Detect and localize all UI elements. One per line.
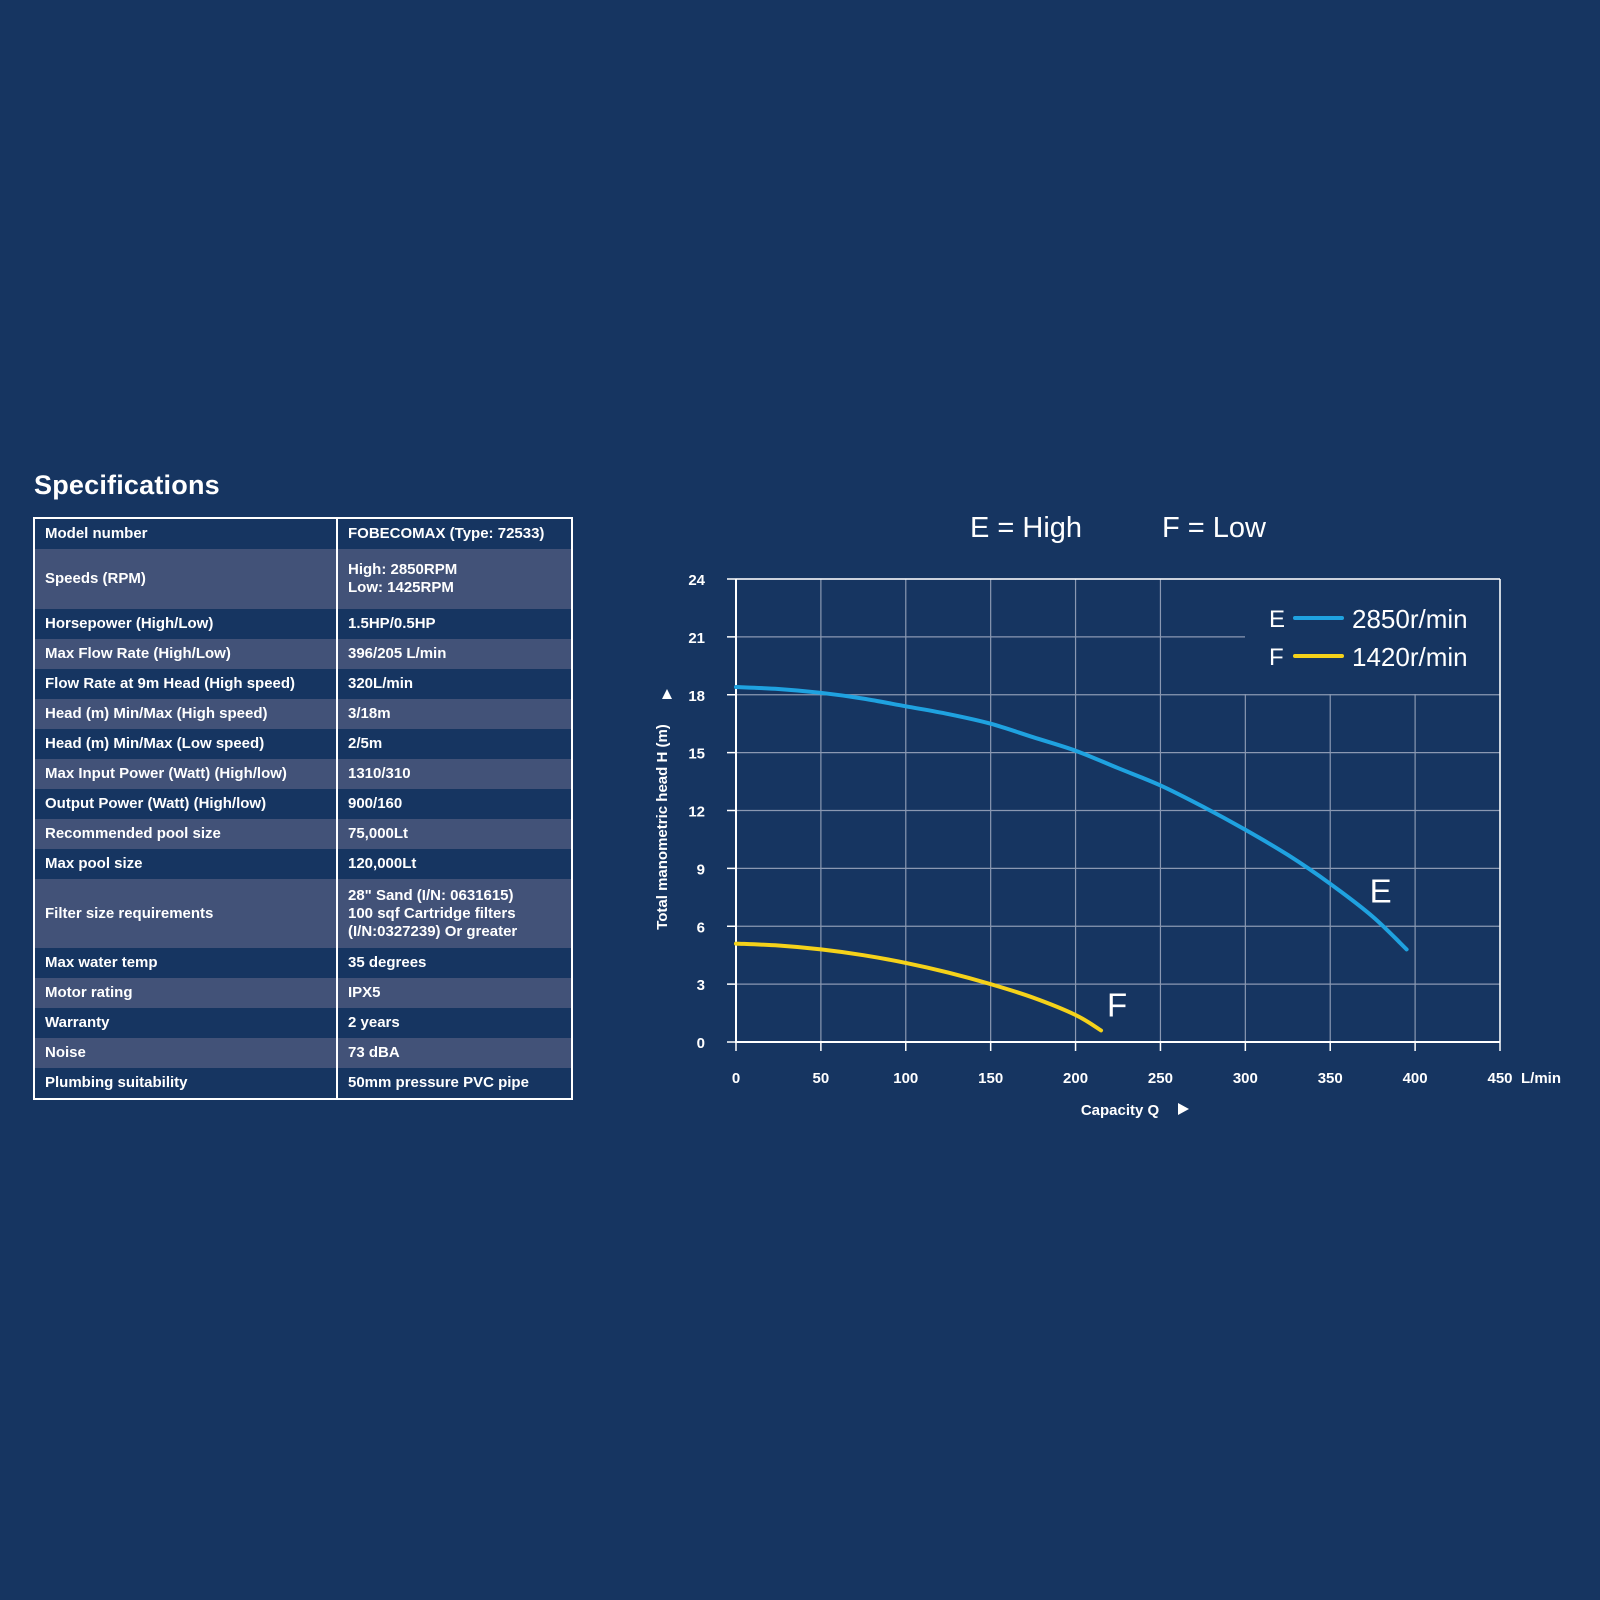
spec-value: 320L/min (337, 669, 573, 699)
spec-label: Max Flow Rate (High/Low) (34, 639, 338, 669)
spec-label: Warranty (34, 1008, 338, 1038)
spec-label: Head (m) Min/Max (High speed) (34, 699, 338, 729)
x-tick-label: 350 (1318, 1070, 1343, 1087)
y-tick-label: 9 (697, 861, 705, 878)
spec-row: Flow Rate at 9m Head (High speed) 320L/mi… (34, 669, 573, 699)
spec-label: Max Input Power (Watt) (High/low) (34, 759, 338, 789)
series-line-f (734, 941, 1104, 1033)
specifications-title: Specifications (34, 470, 220, 500)
legend-letter: E (1269, 606, 1285, 633)
x-tick-label: 100 (893, 1070, 918, 1087)
x-tick-label: 150 (978, 1070, 1003, 1087)
spec-row: Motor rating IPX5 (34, 978, 573, 1008)
spec-value: 120,000Lt (337, 849, 573, 879)
y-tick-label: 18 (688, 688, 705, 705)
spec-label: Max water temp (34, 948, 338, 978)
spec-value: 396/205 L/min (337, 639, 573, 669)
spec-value: 35 degrees (337, 948, 573, 978)
chart-legend: E 2850r/min F 1420r/min (1269, 604, 1468, 672)
spec-label: Max pool size (34, 849, 338, 879)
spec-row: Max pool size 120,000Lt (34, 849, 573, 879)
spec-row: Plumbing suitability 50mm pressure PVC pi… (34, 1068, 573, 1099)
x-tick-label: 400 (1403, 1070, 1428, 1087)
spec-value: 1310/310 (337, 759, 573, 789)
spec-row: Noise 73 dBA (34, 1038, 573, 1068)
specifications-table: Model number FOBECOMAX (Type: 72533) Speed… (33, 517, 573, 1100)
spec-label: Output Power (Watt) (High/low) (34, 789, 338, 819)
spec-label: Plumbing suitability (34, 1068, 338, 1099)
spec-value: IPX5 (337, 978, 573, 1008)
spec-value: 2/5m (337, 729, 573, 759)
spec-value: FOBECOMAX (Type: 72533) (337, 518, 573, 549)
y-tick-label: 21 (688, 630, 705, 647)
y-tick-label: 24 (688, 572, 705, 589)
legend-entry: 2850r/min (1352, 604, 1468, 634)
legend-letter: F (1269, 644, 1284, 671)
x-unit-label: L/min (1521, 1070, 1561, 1087)
spec-value: 3/18m (337, 699, 573, 729)
x-tick-label: 200 (1063, 1070, 1088, 1087)
spec-row: Head (m) Min/Max (Low speed) 2/5m (34, 729, 573, 759)
spec-value: 28" Sand (I/N: 0631615) 100 sqf Cartridg… (337, 879, 573, 948)
spec-value: 75,000Lt (337, 819, 573, 849)
spec-label: Motor rating (34, 978, 338, 1008)
spec-row: Model number FOBECOMAX (Type: 72533) (34, 518, 573, 549)
y-axis-label: Total manometric head H (m) (654, 724, 671, 930)
spec-value: 900/160 (337, 789, 573, 819)
chart-series: EF (734, 685, 1409, 1033)
spec-label: Filter size requirements (34, 879, 338, 948)
x-axis-label: Capacity Q (1081, 1102, 1160, 1119)
y-tick-label: 3 (697, 977, 705, 994)
spec-row: Max Flow Rate (High/Low) 396/205 L/min (34, 639, 573, 669)
y-axis-arrow-icon (662, 689, 672, 699)
spec-row: Head (m) Min/Max (High speed) 3/18m (34, 699, 573, 729)
heading-e-high: E = High (970, 512, 1082, 544)
y-tick-label: 0 (697, 1035, 705, 1052)
x-tick-label: 450 (1487, 1070, 1512, 1087)
spec-row: Horsepower (High/Low) 1.5HP/0.5HP (34, 609, 573, 639)
spec-value: 73 dBA (337, 1038, 573, 1068)
spec-label: Flow Rate at 9m Head (High speed) (34, 669, 338, 699)
series-line-e (734, 685, 1409, 952)
chart-grid (736, 578, 1501, 1042)
spec-row: Filter size requirements 28" Sand (I/N: 0… (34, 879, 573, 948)
spec-value: High: 2850RPM Low: 1425RPM (337, 549, 573, 609)
spec-label: Horsepower (High/Low) (34, 609, 338, 639)
spec-value: 50mm pressure PVC pipe (337, 1068, 573, 1099)
y-tick-label: 12 (688, 804, 705, 821)
spec-label: Speeds (RPM) (34, 549, 338, 609)
spec-row: Recommended pool size 75,000Lt (34, 819, 573, 849)
heading-f-low: F = Low (1162, 512, 1267, 544)
spec-value: 1.5HP/0.5HP (337, 609, 573, 639)
chart-axes: 0 3 6 9 12 15 18 21 24 0 50 100 150 200 250 300 350 400 45… (654, 572, 1561, 1119)
x-tick-label: 50 (813, 1070, 830, 1087)
spec-row: Speeds (RPM) High: 2850RPM Low: 1425RPM (34, 549, 573, 609)
spec-label: Model number (34, 518, 338, 549)
x-tick-label: 250 (1148, 1070, 1173, 1087)
spec-row: Warranty 2 years (34, 1008, 573, 1038)
legend-entry: 1420r/min (1352, 642, 1468, 672)
series-end-label-e: E (1370, 872, 1392, 909)
spec-row: Max Input Power (Watt) (High/low) 1310/31… (34, 759, 573, 789)
x-axis-arrow-icon (1178, 1103, 1189, 1115)
y-tick-label: 15 (688, 746, 705, 763)
x-tick-label: 0 (732, 1070, 740, 1087)
spec-label: Head (m) Min/Max (Low speed) (34, 729, 338, 759)
spec-row: Output Power (Watt) (High/low) 900/160 (34, 789, 573, 819)
spec-label: Recommended pool size (34, 819, 338, 849)
y-tick-label: 6 (697, 919, 705, 936)
spec-value: 2 years (337, 1008, 573, 1038)
spec-label: Noise (34, 1038, 338, 1068)
x-tick-label: 300 (1233, 1070, 1258, 1087)
spec-row: Max water temp 35 degrees (34, 948, 573, 978)
series-end-label-f: F (1107, 986, 1127, 1023)
